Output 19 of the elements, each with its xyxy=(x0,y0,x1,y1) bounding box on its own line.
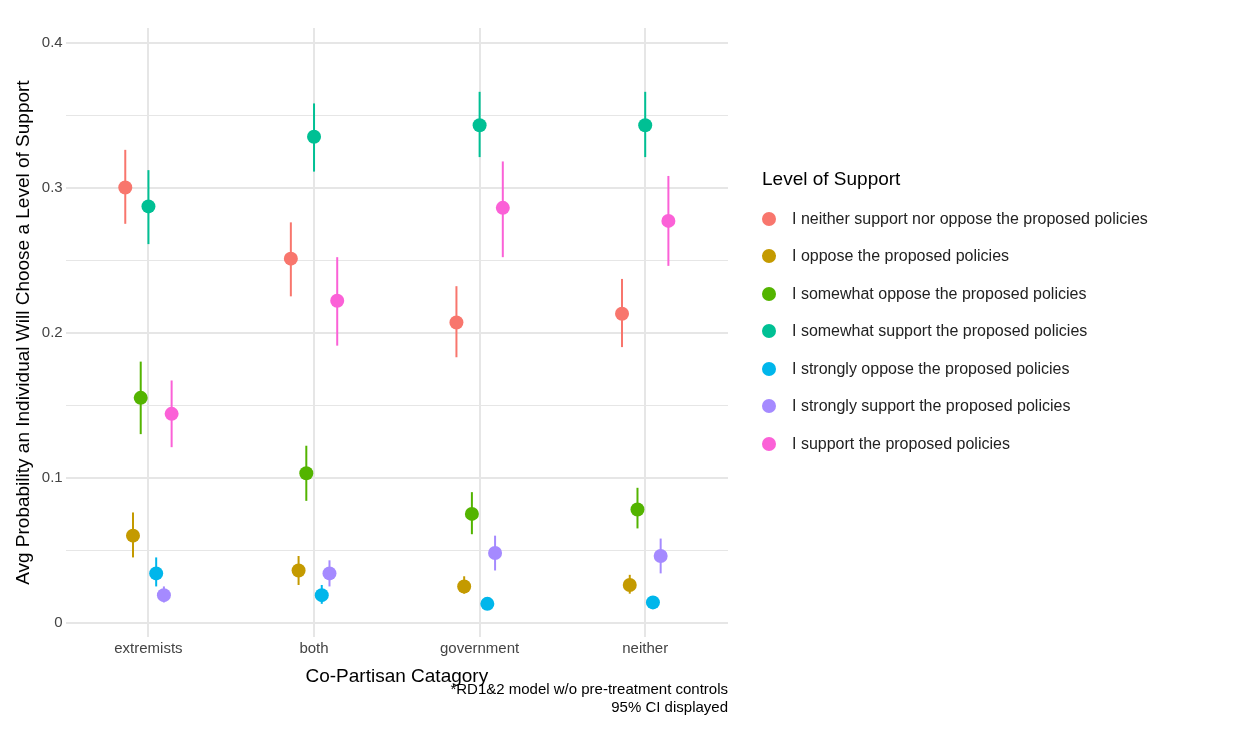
legend-label: I strongly support the proposed policies xyxy=(792,397,1071,415)
legend-label: I somewhat oppose the proposed policies xyxy=(792,284,1087,303)
y-tick-label: 0.4 xyxy=(41,32,63,50)
legend-label: I oppose the proposed policies xyxy=(792,247,1010,265)
x-tick-label: extremists xyxy=(114,639,183,657)
x-tick-label: both xyxy=(299,639,329,657)
y-tick-label: 0 xyxy=(54,612,63,630)
y-axis-title: Avg Probability an Individual Will Choose a Level of Support xyxy=(11,79,33,585)
legend-label: I strongly oppose the proposed policies xyxy=(792,359,1070,378)
y-tick-label: 0.1 xyxy=(41,467,63,485)
y-tick-label: 0.2 xyxy=(41,322,63,340)
legend-title: Level of Support xyxy=(762,167,902,190)
x-tick-label: government xyxy=(440,639,521,657)
legend-label: I somewhat support the proposed policies xyxy=(792,322,1088,340)
legend-label: I neither support nor oppose the proposed policies xyxy=(792,209,1148,228)
legend-label: I support the proposed policies xyxy=(792,434,1010,453)
text: 95% CI displayed xyxy=(611,697,728,715)
y-tick-label: 0.3 xyxy=(41,177,63,195)
x-tick-label: neither xyxy=(622,639,669,657)
